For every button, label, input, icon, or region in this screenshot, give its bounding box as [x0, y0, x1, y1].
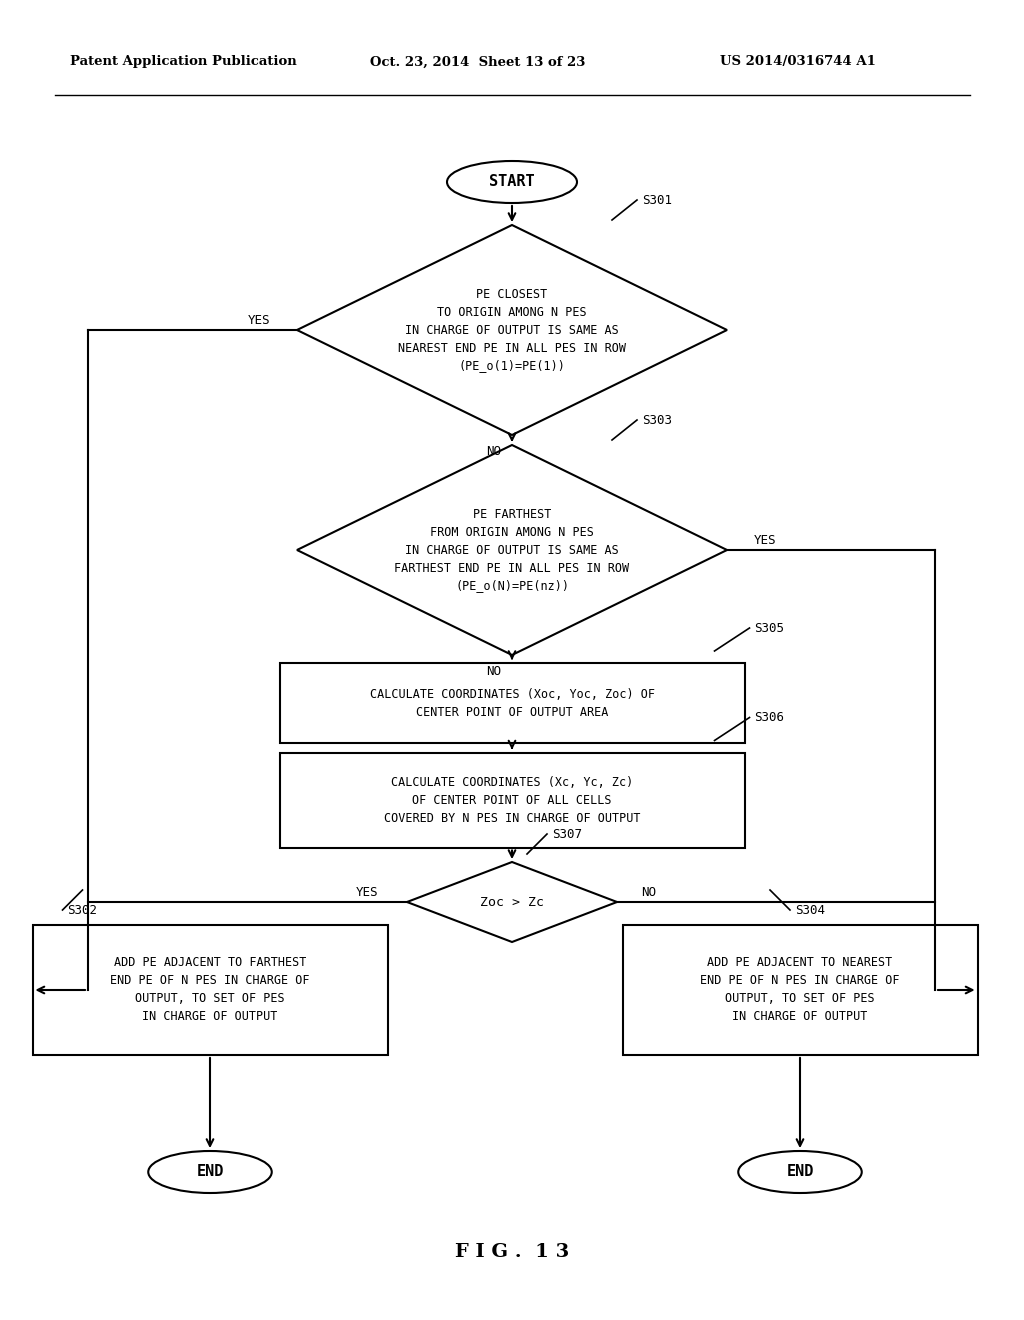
Text: S303: S303 — [642, 413, 672, 426]
Text: NO: NO — [486, 665, 502, 678]
Text: START: START — [489, 174, 535, 190]
Text: NO: NO — [486, 445, 502, 458]
Text: YES: YES — [754, 533, 776, 546]
Text: PE FARTHEST
FROM ORIGIN AMONG N PES
IN CHARGE OF OUTPUT IS SAME AS
FARTHEST END : PE FARTHEST FROM ORIGIN AMONG N PES IN C… — [394, 507, 630, 593]
Text: S305: S305 — [755, 622, 784, 635]
Text: YES: YES — [248, 314, 270, 326]
Text: S306: S306 — [755, 711, 784, 723]
Text: S304: S304 — [795, 903, 825, 916]
Text: CALCULATE COORDINATES (Xoc, Yoc, Zoc) OF
CENTER POINT OF OUTPUT AREA: CALCULATE COORDINATES (Xoc, Yoc, Zoc) OF… — [370, 688, 654, 718]
Text: NO: NO — [641, 886, 656, 899]
Text: Oct. 23, 2014  Sheet 13 of 23: Oct. 23, 2014 Sheet 13 of 23 — [370, 55, 586, 69]
Text: CALCULATE COORDINATES (Xc, Yc, Zc)
OF CENTER POINT OF ALL CELLS
COVERED BY N PES: CALCULATE COORDINATES (Xc, Yc, Zc) OF CE… — [384, 776, 640, 825]
Text: END: END — [197, 1164, 223, 1180]
Text: S301: S301 — [642, 194, 672, 206]
Text: F I G .  1 3: F I G . 1 3 — [455, 1243, 569, 1261]
Text: Patent Application Publication: Patent Application Publication — [70, 55, 297, 69]
Text: ADD PE ADJACENT TO NEAREST
END PE OF N PES IN CHARGE OF
OUTPUT, TO SET OF PES
IN: ADD PE ADJACENT TO NEAREST END PE OF N P… — [700, 957, 900, 1023]
Text: ADD PE ADJACENT TO FARTHEST
END PE OF N PES IN CHARGE OF
OUTPUT, TO SET OF PES
I: ADD PE ADJACENT TO FARTHEST END PE OF N … — [111, 957, 309, 1023]
Text: END: END — [786, 1164, 814, 1180]
Text: S307: S307 — [552, 828, 582, 841]
Text: US 2014/0316744 A1: US 2014/0316744 A1 — [720, 55, 876, 69]
Text: S302: S302 — [68, 903, 97, 916]
Text: Zoc > Zc: Zoc > Zc — [480, 895, 544, 908]
Text: PE CLOSEST
TO ORIGIN AMONG N PES
IN CHARGE OF OUTPUT IS SAME AS
NEAREST END PE I: PE CLOSEST TO ORIGIN AMONG N PES IN CHAR… — [398, 288, 626, 372]
Text: YES: YES — [355, 886, 378, 899]
